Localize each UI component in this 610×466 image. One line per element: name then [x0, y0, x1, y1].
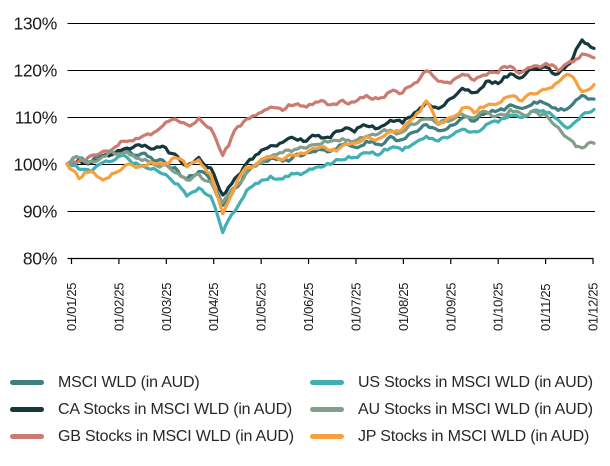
legend-column-right: US Stocks in MSCI WLD (in AUD) AU Stocks… [310, 373, 610, 446]
legend-label-jp-stocks: JP Stocks in MSCI WLD (in AUD) [358, 427, 590, 445]
x-axis-tick-label: 01/09/25 [443, 283, 458, 331]
legend-item-au-stocks: AU Stocks in MSCI WLD (in AUD) [310, 400, 610, 419]
x-axis-tick-label: 01/08/25 [396, 283, 411, 331]
x-axis-tick-label: 01/01/25 [64, 283, 79, 331]
series-line-jp [65, 72, 596, 216]
x-axis-tick-label: 01/06/25 [301, 283, 316, 331]
legend-item-us-stocks: US Stocks in MSCI WLD (in AUD) [310, 373, 610, 392]
y-axis-tick-label: 80% [23, 249, 57, 269]
y-axis-tick-label: 100% [13, 155, 57, 175]
series-line-ca [65, 38, 596, 197]
legend-item-ca-stocks: CA Stocks in MSCI WLD (in AUD) [10, 400, 310, 419]
y-axis-tick-label: 120% [13, 61, 57, 81]
x-axis-tick-label: 01/11/25 [538, 284, 553, 331]
legend-swatch-ca-stocks [10, 407, 44, 412]
legend-swatch-msci-wld [10, 380, 44, 385]
x-axis-tick-label: 01/10/25 [491, 283, 506, 331]
x-axis-tick-label: 01/12/25 [586, 283, 601, 331]
legend-swatch-gb-stocks [10, 434, 44, 439]
legend-item-gb-stocks: GB Stocks in MSCI WLD (in AUD) [10, 427, 310, 446]
legend-swatch-au-stocks [310, 407, 344, 412]
series-line-us [65, 107, 596, 235]
y-axis-tick-label: 110% [15, 108, 57, 128]
legend-label-ca-stocks: CA Stocks in MSCI WLD (in AUD) [58, 400, 293, 418]
legend-item-msci-wld: MSCI WLD (in AUD) [10, 373, 310, 392]
series-line-gb [65, 52, 596, 166]
legend-label-msci-wld: MSCI WLD (in AUD) [58, 373, 200, 391]
y-axis-tick-label: 130% [13, 14, 57, 34]
legend-swatch-us-stocks [310, 380, 344, 385]
chart-legend: MSCI WLD (in AUD) CA Stocks in MSCI WLD … [0, 373, 610, 446]
legend-item-jp-stocks: JP Stocks in MSCI WLD (in AUD) [310, 427, 610, 446]
legend-label-au-stocks: AU Stocks in MSCI WLD (in AUD) [358, 400, 593, 418]
x-axis-tick-label: 01/04/25 [206, 283, 221, 331]
x-axis-tick-label: 01/07/25 [348, 283, 363, 331]
legend-column-left: MSCI WLD (in AUD) CA Stocks in MSCI WLD … [10, 373, 310, 446]
x-axis-tick-label: 01/02/25 [111, 283, 126, 331]
legend-label-us-stocks: US Stocks in MSCI WLD (in AUD) [358, 373, 593, 391]
x-axis-tick-label: 01/05/25 [254, 283, 269, 331]
legend-label-gb-stocks: GB Stocks in MSCI WLD (in AUD) [58, 427, 294, 445]
performance-line-chart: 130% 120% 110% 100% 90% 80% 01/01/25 01/02/25 01… [13, 14, 601, 332]
legend-swatch-jp-stocks [310, 434, 344, 439]
x-axis-tick-label: 01/03/25 [159, 283, 174, 331]
y-axis-tick-label: 90% [23, 202, 57, 222]
